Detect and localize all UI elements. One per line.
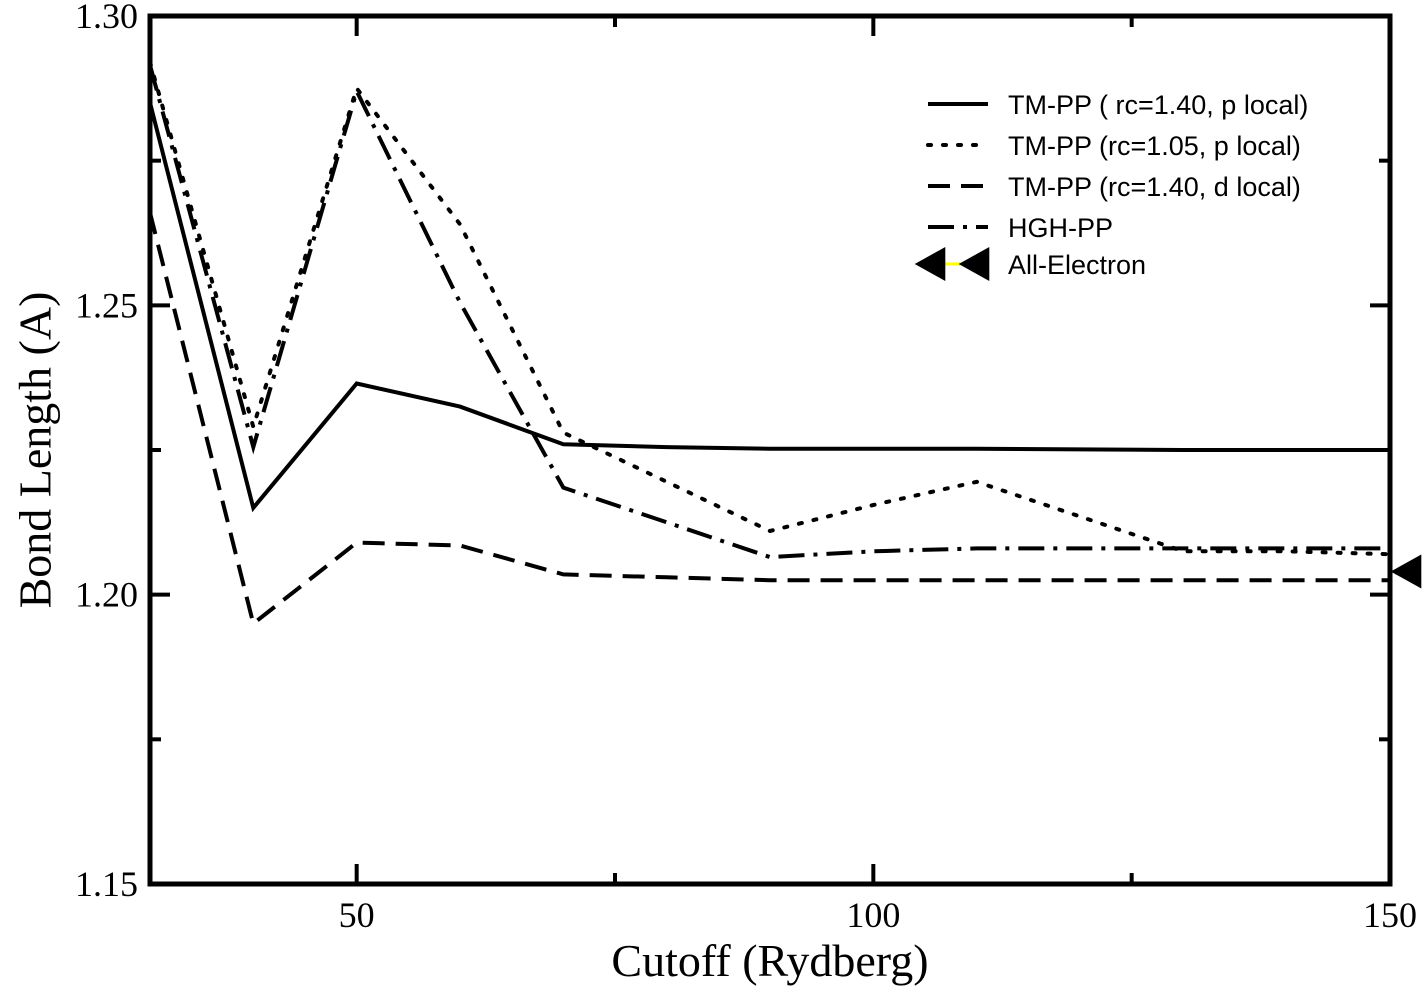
series-line-tm-pp-rc-1-05-p-local bbox=[148, 60, 1392, 557]
y-axis-title: Bond Length (A) bbox=[10, 292, 61, 609]
x-axis-title: Cutoff (Rydberg) bbox=[611, 935, 928, 986]
series-line-tm-pp-rc-1-40-p-local bbox=[148, 102, 1390, 513]
legend-label-hgh-pp: HGH-PP bbox=[1008, 213, 1113, 243]
legend-marker-all-electron bbox=[914, 247, 946, 281]
y-tick-label: 1.20 bbox=[75, 575, 138, 615]
marker-all-electron bbox=[1390, 554, 1422, 589]
series-line-hgh-pp bbox=[148, 64, 1390, 560]
x-tick-label: 50 bbox=[339, 895, 375, 935]
y-tick-label: 1.15 bbox=[75, 864, 138, 904]
y-tick-label: 1.30 bbox=[75, 0, 138, 36]
series-lines bbox=[148, 60, 1392, 628]
legend-label-all-electron: All-Electron bbox=[1008, 250, 1146, 280]
markers bbox=[1390, 554, 1422, 589]
x-tick-label: 100 bbox=[846, 895, 900, 935]
legend-label-tm-pp-rc-1-05-p-local: TM-PP (rc=1.05, p local) bbox=[1008, 131, 1301, 161]
y-tick-label: 1.25 bbox=[75, 285, 138, 325]
legend-label-tm-pp-rc-1-40-d-local: TM-PP (rc=1.40, d local) bbox=[1008, 172, 1301, 202]
legend-marker-all-electron bbox=[958, 247, 990, 281]
series-line-tm-pp-rc-1-40-d-local bbox=[148, 212, 1390, 628]
plot-frame bbox=[147, 13, 1393, 887]
tick-labels: 50 100 150 1.15 1.20 1.25 1.30 bbox=[75, 0, 1417, 935]
legend: TM-PP ( rc=1.40, p local) TM-PP (rc=1.05,… bbox=[914, 90, 1308, 281]
legend-label-tm-pp-rc-1-40-p-local: TM-PP ( rc=1.40, p local) bbox=[1008, 90, 1308, 120]
x-tick-label: 150 bbox=[1363, 895, 1417, 935]
